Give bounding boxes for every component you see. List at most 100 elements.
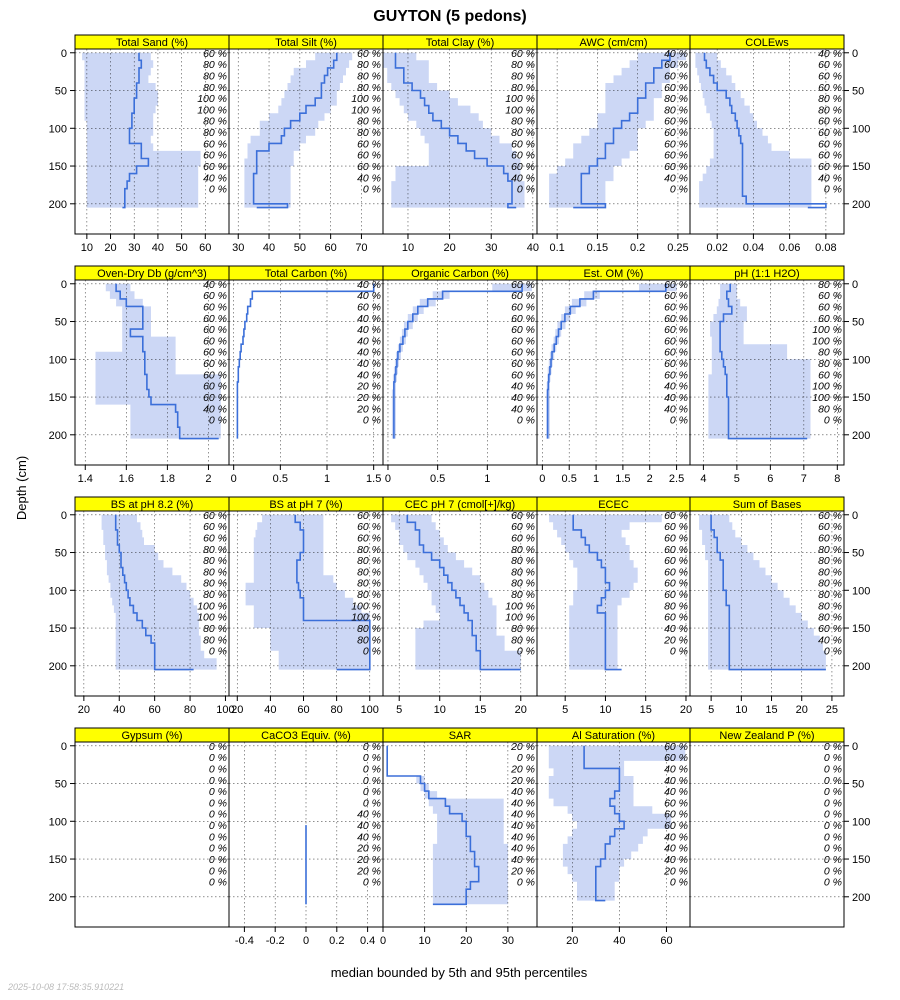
- x-tick-label: 1.8: [160, 473, 175, 485]
- data-contribution-label: 60 %: [664, 544, 688, 556]
- x-tick-label: 10: [599, 704, 611, 716]
- data-contribution-label: 40 %: [357, 820, 381, 832]
- y-tick-label: 100: [49, 816, 67, 828]
- data-contribution-label: 40 %: [357, 335, 381, 347]
- data-contribution-label: 60 %: [203, 48, 227, 60]
- data-contribution-label: 80 %: [511, 59, 535, 71]
- y-tick-label: 150: [852, 623, 870, 635]
- x-tick-label: 40: [613, 935, 625, 947]
- panel-title: New Zealand P (%): [719, 730, 814, 742]
- data-contribution-label: 0 %: [824, 865, 842, 877]
- x-tick-label: 0.2: [630, 242, 645, 254]
- data-contribution-label: 40 %: [511, 831, 535, 843]
- data-contribution-label: 0 %: [363, 877, 381, 889]
- data-contribution-label: 0 %: [824, 854, 842, 866]
- panel-title: AWC (cm/cm): [579, 37, 647, 49]
- x-tick-label: 5: [562, 704, 568, 716]
- y-tick-label: 50: [852, 86, 864, 98]
- data-contribution-label: 60 %: [818, 161, 842, 173]
- panel-bg: [229, 280, 383, 465]
- y-tick-label: 100: [49, 123, 67, 135]
- y-tick-label: 0: [852, 741, 858, 753]
- data-contribution-label: 100 %: [505, 600, 535, 612]
- data-contribution-label: 60 %: [511, 369, 535, 381]
- y-tick-label: 150: [49, 854, 67, 866]
- data-contribution-label: 60 %: [203, 369, 227, 381]
- data-contribution-label: 40 %: [664, 786, 688, 798]
- data-contribution-label: 100 %: [812, 335, 842, 347]
- panel-title: SAR: [449, 730, 472, 742]
- panel-plot-area: [229, 280, 383, 465]
- x-tick-label: 4: [700, 473, 706, 485]
- y-tick-label: 200: [852, 892, 870, 904]
- panel-title: Organic Carbon (%): [411, 268, 509, 280]
- median-line: [583, 745, 625, 902]
- panel-title: Total Silt (%): [275, 37, 337, 49]
- data-contribution-label: 60 %: [818, 150, 842, 162]
- data-contribution-label: 0 %: [209, 820, 227, 832]
- data-contribution-label: 80 %: [818, 403, 842, 415]
- data-contribution-label: 80 %: [203, 59, 227, 71]
- data-contribution-label: 80 %: [357, 634, 381, 646]
- panel-bg: [75, 742, 229, 927]
- data-contribution-label: 100 %: [351, 93, 381, 105]
- data-contribution-label: 0 %: [209, 865, 227, 877]
- data-contribution-label: 60 %: [664, 797, 688, 809]
- data-contribution-label: 60 %: [203, 161, 227, 173]
- data-contribution-label: 60 %: [664, 532, 688, 544]
- y-tick-label: 50: [852, 779, 864, 791]
- y-tick-label: 0: [61, 741, 67, 753]
- x-tick-label: 7: [801, 473, 807, 485]
- panel-bg: [537, 280, 690, 465]
- median-line: [406, 514, 521, 671]
- data-contribution-label: 100 %: [505, 93, 535, 105]
- x-tick-label: 1.4: [78, 473, 93, 485]
- data-contribution-label: 60 %: [664, 347, 688, 359]
- data-contribution-label: 40 %: [203, 403, 227, 415]
- data-contribution-label: 40 %: [511, 820, 535, 832]
- data-contribution-label: 60 %: [664, 510, 688, 522]
- data-contribution-label: 60 %: [818, 116, 842, 128]
- x-tick-label: 0.06: [779, 242, 800, 254]
- data-contribution-label: 60 %: [203, 150, 227, 162]
- x-tick-label: -0.4: [235, 935, 254, 947]
- y-tick-label: 0: [61, 279, 67, 291]
- data-contribution-label: 80 %: [357, 578, 381, 590]
- panel-frame: [689, 510, 845, 697]
- data-contribution-label: 60 %: [357, 510, 381, 522]
- data-contribution-label: 20 %: [356, 843, 381, 855]
- x-tick-label: 40: [152, 242, 164, 254]
- panel: Oven-Dry Db (g/cm^3)40 %60 %60 %60 %60 %…: [49, 265, 230, 485]
- data-contribution-label: 80 %: [203, 82, 227, 94]
- data-contribution-label: 0 %: [824, 646, 842, 658]
- data-contribution-label: 80 %: [357, 555, 381, 567]
- x-tick-label: 0.2: [329, 935, 344, 947]
- data-contribution-label: 20 %: [356, 865, 381, 877]
- x-tick-label: 10: [81, 242, 93, 254]
- data-contribution-label: 80 %: [203, 70, 227, 82]
- data-contribution-label: 60 %: [511, 521, 535, 533]
- data-contribution-label: 20 %: [663, 634, 688, 646]
- x-tick-label: 2: [205, 473, 211, 485]
- data-contribution-label: 60 %: [357, 532, 381, 544]
- x-tick-label: 40: [264, 704, 276, 716]
- panel-title: Total Clay (%): [426, 37, 494, 49]
- panel: BS at pH 7 (%)60 %60 %60 %80 %80 %80 %80…: [228, 496, 384, 716]
- data-contribution-label: 0 %: [670, 184, 688, 196]
- panel-plot-area: [690, 745, 844, 898]
- data-contribution-label: 60 %: [664, 612, 688, 624]
- data-contribution-label: 80 %: [511, 634, 535, 646]
- data-contribution-label: 40 %: [357, 313, 381, 325]
- data-contribution-label: 0 %: [209, 741, 227, 753]
- x-tick-label: 2.5: [669, 473, 684, 485]
- data-contribution-label: 100 %: [351, 600, 381, 612]
- data-contribution-label: 60 %: [664, 161, 688, 173]
- data-contribution-label: 40 %: [664, 48, 688, 60]
- data-contribution-label: 20 %: [510, 741, 535, 753]
- data-contribution-label: 60 %: [664, 324, 688, 336]
- data-contribution-label: 40 %: [511, 843, 535, 855]
- data-contribution-label: 0 %: [209, 763, 227, 775]
- median-line: [122, 52, 150, 209]
- x-tick-label: 40: [263, 242, 275, 254]
